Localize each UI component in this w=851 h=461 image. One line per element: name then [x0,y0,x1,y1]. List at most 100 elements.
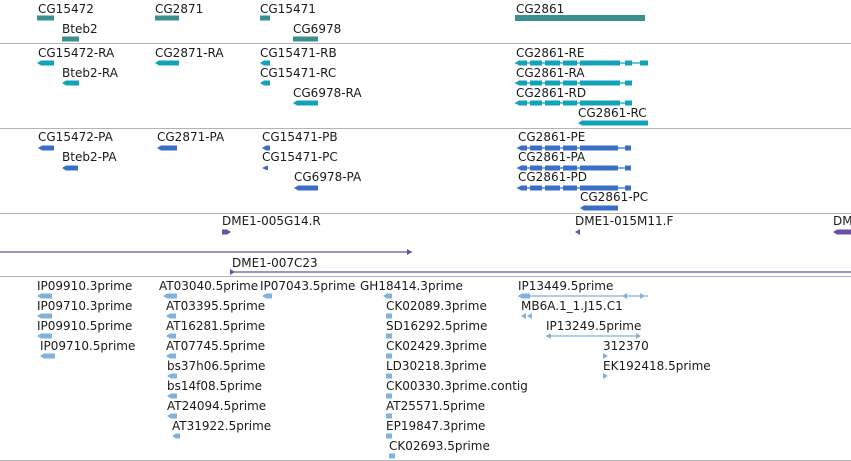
transcript-label[interactable]: CG15471-RB [260,46,337,60]
protein-glyph-exon[interactable] [625,145,631,151]
est-glyph[interactable] [389,453,395,459]
est-glyph[interactable] [640,293,645,299]
est-glyph[interactable] [172,433,180,439]
transcript-label[interactable]: Bteb2-RA [62,66,118,80]
est-glyph[interactable] [386,333,392,339]
gene-glyph[interactable] [37,15,54,21]
transcript-glyph-exon[interactable] [580,100,620,106]
transcript-glyph-exon[interactable] [530,100,542,106]
est-label[interactable]: CK02089.3prime [386,299,487,313]
protein-label[interactable]: CG15472-PA [38,130,113,144]
protein-glyph-exon[interactable] [625,185,631,191]
est-glyph[interactable] [37,313,52,319]
clone-label[interactable]: DME1-005G14.R [222,214,321,228]
transcript-label[interactable]: CG2861-RE [516,46,585,60]
est-label[interactable]: IP09910.3prime [37,279,133,293]
est-glyph[interactable] [40,353,55,359]
est-label[interactable]: IP07043.5prime [260,279,356,293]
transcript-glyph-exon[interactable] [515,60,527,66]
est-glyph[interactable] [37,333,52,339]
transcript-glyph[interactable] [260,80,270,86]
est-glyph[interactable] [167,393,177,399]
est-glyph[interactable] [386,393,392,399]
est-label[interactable]: SD16292.5prime [386,319,488,333]
gene-glyph[interactable] [155,15,179,21]
clone-label[interactable]: DME1-015M11.F [575,214,674,228]
est-label[interactable]: IP13249.5prime [546,319,642,333]
transcript-glyph-exon[interactable] [545,60,560,66]
est-label[interactable]: IP09710.3prime [37,299,133,313]
est-label[interactable]: AT25571.5prime [386,399,486,413]
est-label[interactable]: AT03395.5prime [166,299,266,313]
clone-glyph[interactable] [230,269,235,275]
protein-glyph-exon[interactable] [563,145,577,151]
protein-glyph-exon[interactable] [580,145,618,151]
protein-label[interactable]: CG15471-PC [262,150,338,164]
est-glyph[interactable] [603,373,608,379]
transcript-glyph[interactable] [578,120,648,126]
est-glyph[interactable] [603,353,608,359]
gene-glyph[interactable] [62,36,79,42]
protein-glyph-exon[interactable] [545,145,560,151]
gene-label[interactable]: CG2861 [516,2,565,16]
est-glyph[interactable] [386,433,392,439]
gene-label[interactable]: CG15472 [38,2,94,16]
protein-glyph[interactable] [38,145,54,151]
est-glyph[interactable] [521,313,526,319]
transcript-glyph-exon[interactable] [625,80,632,86]
protein-glyph-exon[interactable] [545,185,560,191]
est-label[interactable]: MB6A.1_1.J15.C1 [521,299,623,313]
est-glyph[interactable] [546,333,551,339]
protein-glyph-exon[interactable] [563,165,577,171]
clone-label[interactable]: DME1-007C23 [232,256,318,270]
est-glyph[interactable] [37,293,52,299]
est-label[interactable]: EP19847.3prime [386,419,486,433]
transcript-label[interactable]: CG2861-RC [578,106,647,120]
protein-glyph-exon[interactable] [530,165,542,171]
transcript-glyph-exon[interactable] [563,80,577,86]
est-glyph[interactable] [167,373,177,379]
transcript-label[interactable]: CG2861-RA [516,66,585,80]
est-glyph[interactable] [386,313,392,319]
protein-label[interactable]: CG15471-PB [262,130,338,144]
est-label[interactable]: AT24094.5prime [167,399,267,413]
est-glyph[interactable] [386,373,392,379]
protein-glyph[interactable] [157,145,177,151]
clone-glyph[interactable] [833,229,851,235]
est-label[interactable]: LD30218.3prime [386,359,487,373]
transcript-glyph-exon[interactable] [580,60,620,66]
transcript-glyph-exon[interactable] [580,80,620,86]
transcript-glyph-exon[interactable] [530,60,542,66]
est-glyph[interactable] [527,313,532,319]
est-label[interactable]: CK00330.3prime.contig [386,379,528,393]
protein-glyph-exon[interactable] [580,165,618,171]
protein-glyph-exon[interactable] [580,185,618,191]
clone-glyph[interactable] [407,249,412,255]
transcript-glyph[interactable] [37,60,54,66]
est-glyph[interactable] [167,413,177,419]
est-label[interactable]: 312370 [603,339,649,353]
protein-glyph[interactable] [62,165,78,171]
est-label[interactable]: CK02693.5prime [389,439,490,453]
gene-label[interactable]: CG2871 [155,2,204,16]
est-label[interactable]: AT03040.5prime [159,279,259,293]
gene-glyph[interactable] [293,36,318,42]
transcript-glyph-exon[interactable] [625,100,632,106]
protein-glyph[interactable] [294,185,318,191]
clone-label[interactable]: DM [833,214,851,228]
est-label[interactable]: EK192418.5prime [603,359,711,373]
est-label[interactable]: IP09910.5prime [37,319,133,333]
transcript-glyph-exon[interactable] [530,80,542,86]
transcript-glyph-exon[interactable] [545,100,560,106]
protein-label[interactable]: CG2871-PA [157,130,225,144]
transcript-glyph-exon[interactable] [563,60,577,66]
protein-label[interactable]: CG2861-PE [518,130,586,144]
transcript-glyph-exon[interactable] [625,60,632,66]
transcript-glyph[interactable] [155,60,179,66]
est-glyph[interactable] [262,293,272,299]
protein-glyph-exon[interactable] [625,165,631,171]
gene-label[interactable]: CG15471 [260,2,316,16]
transcript-glyph[interactable] [293,100,318,106]
est-label[interactable]: AT07745.5prime [166,339,266,353]
protein-glyph-exon[interactable] [517,165,527,171]
